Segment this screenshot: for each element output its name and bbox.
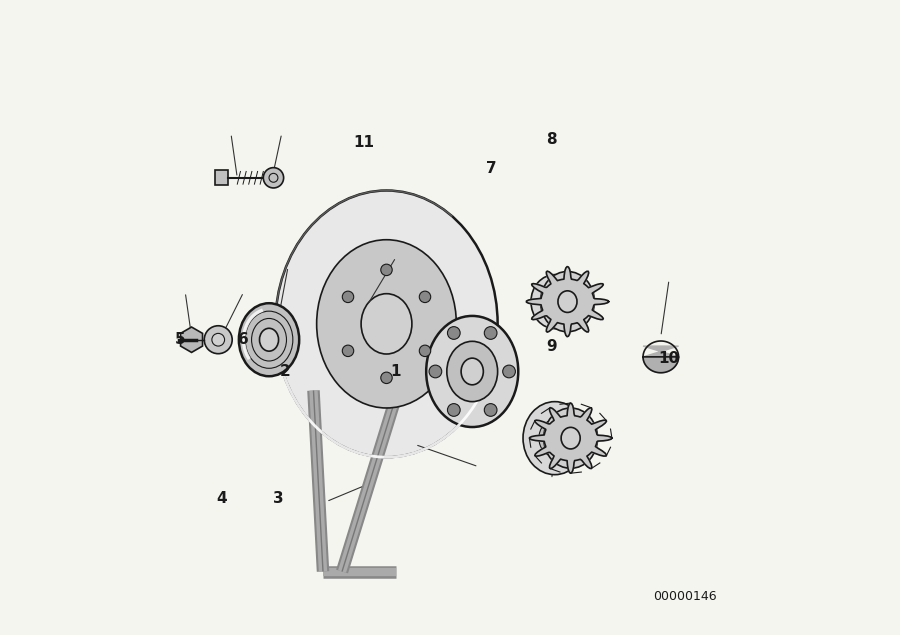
Circle shape — [503, 365, 516, 378]
Circle shape — [204, 326, 232, 354]
Text: 1: 1 — [391, 364, 401, 379]
Ellipse shape — [531, 274, 579, 329]
Ellipse shape — [461, 358, 483, 385]
Ellipse shape — [539, 420, 571, 457]
Circle shape — [381, 372, 392, 384]
Ellipse shape — [238, 303, 299, 376]
Text: 11: 11 — [354, 135, 374, 150]
Ellipse shape — [558, 291, 577, 312]
Text: 9: 9 — [546, 338, 557, 354]
Text: 7: 7 — [486, 161, 497, 176]
Ellipse shape — [317, 240, 456, 408]
Ellipse shape — [259, 328, 278, 351]
Ellipse shape — [446, 342, 498, 402]
Ellipse shape — [561, 427, 581, 449]
Polygon shape — [529, 403, 612, 473]
Circle shape — [342, 345, 354, 357]
Polygon shape — [643, 346, 679, 373]
Circle shape — [342, 291, 354, 303]
Polygon shape — [526, 267, 608, 337]
Text: 8: 8 — [546, 132, 557, 147]
Ellipse shape — [541, 272, 595, 331]
Circle shape — [447, 404, 460, 417]
Circle shape — [212, 333, 225, 346]
Text: 4: 4 — [216, 491, 227, 506]
Text: 3: 3 — [274, 491, 284, 506]
Circle shape — [381, 264, 392, 276]
Ellipse shape — [427, 316, 518, 427]
Circle shape — [447, 326, 460, 339]
Ellipse shape — [361, 293, 412, 354]
Circle shape — [419, 345, 431, 357]
Text: 00000146: 00000146 — [653, 591, 716, 603]
Circle shape — [484, 326, 497, 339]
Ellipse shape — [544, 408, 598, 469]
Polygon shape — [181, 327, 202, 352]
Circle shape — [419, 291, 431, 303]
Polygon shape — [215, 170, 228, 185]
Circle shape — [484, 404, 497, 417]
Text: 2: 2 — [280, 364, 291, 379]
Text: 6: 6 — [238, 332, 249, 347]
Text: 5: 5 — [175, 332, 185, 347]
Text: 10: 10 — [659, 351, 680, 366]
Circle shape — [429, 365, 442, 378]
Circle shape — [264, 168, 284, 188]
Ellipse shape — [275, 190, 498, 457]
Ellipse shape — [523, 402, 587, 475]
